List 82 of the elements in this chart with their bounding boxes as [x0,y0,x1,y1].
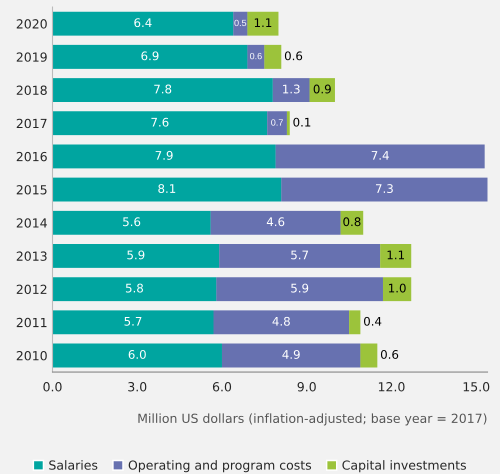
data-label: 1.1 [254,18,272,27]
bar [52,344,222,368]
bar [52,111,268,136]
data-label: 7.6 [151,118,168,127]
bar [52,210,211,235]
bar [360,344,378,368]
y-tick-label: 2020 [16,19,47,29]
data-label: 4.6 [266,217,284,226]
bar [52,44,248,69]
x-tick-label: 3.0 [128,382,146,392]
legend-label: Salaries [49,460,98,470]
bar [52,144,276,168]
y-tick-label: 2014 [16,218,47,228]
data-label: 8.1 [158,184,176,194]
data-label: 7.9 [156,150,173,160]
data-label: 4.8 [272,316,290,326]
data-label: 0.6 [250,52,262,60]
data-label: 0.1 [293,118,310,127]
data-label: 0.7 [271,119,283,126]
y-tick-label: 2011 [16,318,46,328]
bar [247,44,264,69]
bar [52,12,234,36]
data-label: 5.9 [127,250,144,260]
bar [214,310,350,334]
data-label: 0.4 [364,316,382,326]
bar [267,111,287,136]
data-label: 7.3 [376,184,393,194]
data-label: 6.4 [134,18,152,28]
bar [216,277,383,302]
data-label: 5.6 [123,217,140,226]
bar [380,244,412,268]
bar [222,344,360,368]
y-tick-label: 2010 [16,350,47,360]
data-label: 5.8 [126,284,143,293]
bar [264,44,282,69]
data-label: 0.8 [343,217,360,226]
data-label: 0.6 [380,350,398,359]
data-label: 1.3 [283,84,300,94]
data-label: 1.1 [388,250,404,260]
bar [52,78,273,102]
bar [310,78,335,102]
legend-label: Capital investments [342,460,466,472]
y-tick-label: 2018 [16,86,47,95]
x-tick-label: 9.0 [298,382,316,392]
bar [247,12,278,36]
y-tick-label: 2019 [16,52,47,62]
data-label: 0.6 [284,51,302,60]
bar [281,178,488,202]
data-label: 4.9 [282,350,300,359]
data-label: 1.0 [389,284,406,293]
x-tick-label: 6.0 [212,382,232,392]
data-label: 5.9 [291,284,308,293]
x-axis-title: Million US dollars (inflation-adjusted; base year = 2017) [138,413,486,426]
bar [272,78,310,102]
data-label: 0.9 [314,84,331,94]
bar [233,12,248,36]
y-tick-label: 2012 [16,284,46,294]
y-tick-label: 2013 [16,251,47,261]
x-tick-label: 15.0 [464,382,490,392]
bar [52,277,216,302]
bar [276,144,485,168]
bar [52,244,220,268]
y-tick-label: 2017 [16,118,47,128]
data-label: 6.9 [141,51,159,60]
bar [210,210,341,235]
bar [349,310,360,334]
bar [286,111,290,136]
data-label: 7.4 [372,151,389,160]
data-label: 0.5 [234,20,246,26]
bar [219,244,380,268]
bar [52,310,214,334]
data-label: 5.7 [291,250,308,260]
data-label: 6.0 [128,350,146,359]
bar [382,277,412,302]
x-tick-label: 0.0 [43,382,62,392]
bar [52,178,282,202]
data-label: 5.7 [124,316,142,326]
y-tick-label: 2016 [16,152,47,162]
data-label: 7.8 [154,84,172,94]
y-tick-label: 2015 [16,185,47,195]
x-tick-label: 12.0 [378,382,405,392]
legend-label: Operating and program costs [128,460,312,472]
